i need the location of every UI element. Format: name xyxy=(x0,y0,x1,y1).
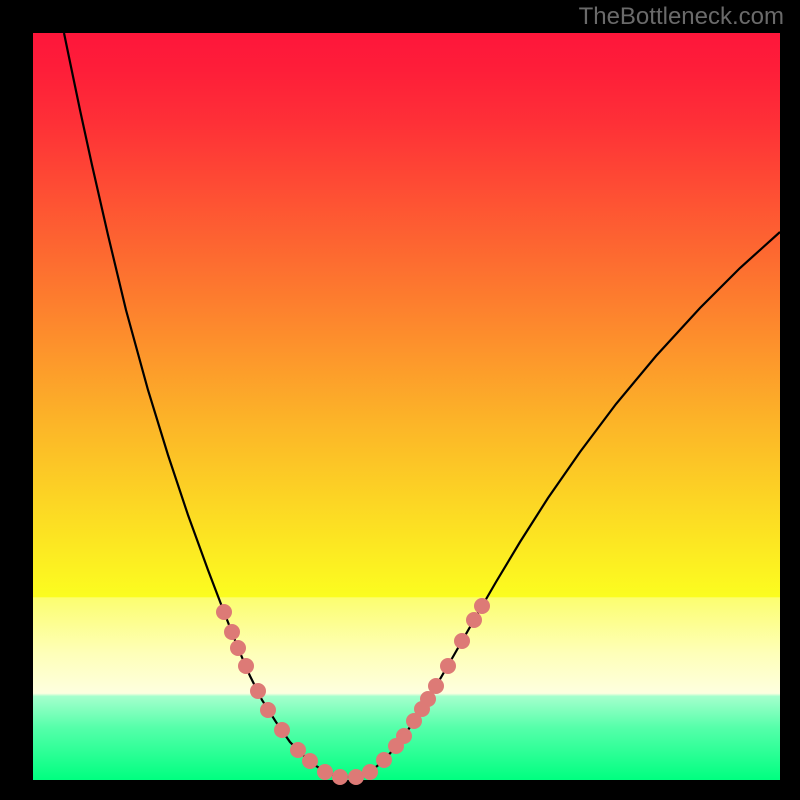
curve-marker xyxy=(376,752,392,768)
curve-marker xyxy=(466,612,482,628)
curve-marker xyxy=(290,742,306,758)
curve-marker xyxy=(396,728,412,744)
chart-container: TheBottleneck.com xyxy=(0,0,800,800)
curve-marker xyxy=(274,722,290,738)
curve-marker xyxy=(216,604,232,620)
curve-marker xyxy=(224,624,240,640)
curve-marker xyxy=(302,753,318,769)
curve-marker xyxy=(428,678,444,694)
curve-marker xyxy=(454,633,470,649)
curve-marker xyxy=(474,598,490,614)
curve-marker xyxy=(348,769,364,785)
curve-marker xyxy=(440,658,456,674)
curve-marker xyxy=(332,769,348,785)
curve-marker xyxy=(317,764,333,780)
watermark-text: TheBottleneck.com xyxy=(579,3,784,30)
plot-background xyxy=(33,33,780,780)
bottleneck-chart: TheBottleneck.com xyxy=(0,0,800,800)
curve-marker xyxy=(362,764,378,780)
curve-marker xyxy=(238,658,254,674)
curve-marker xyxy=(250,683,266,699)
curve-marker xyxy=(260,702,276,718)
curve-marker xyxy=(230,640,246,656)
